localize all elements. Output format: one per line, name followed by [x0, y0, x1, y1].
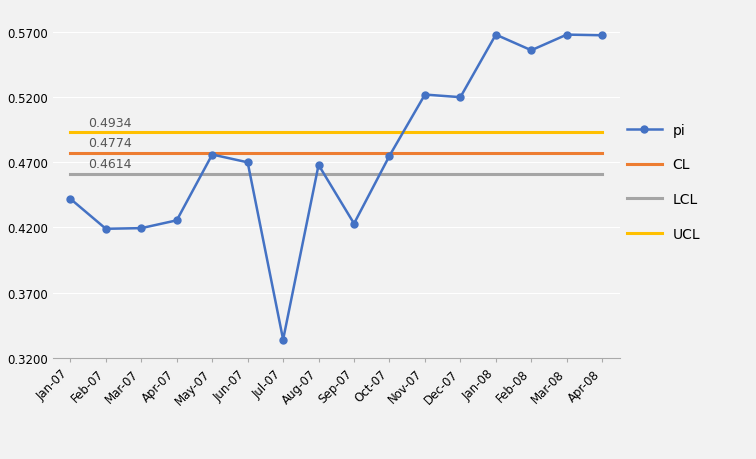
Text: 0.4774: 0.4774 — [88, 137, 132, 150]
CL — [527, 151, 536, 156]
CL — [137, 151, 146, 156]
LCL — [420, 171, 429, 177]
pi — [172, 218, 181, 224]
pi — [208, 152, 217, 158]
pi — [562, 33, 572, 38]
LCL — [101, 171, 110, 177]
UCL — [491, 130, 500, 135]
UCL — [456, 130, 465, 135]
CL — [314, 151, 323, 156]
LCL — [137, 171, 146, 177]
pi — [598, 34, 607, 39]
LCL — [66, 171, 75, 177]
CL — [278, 151, 287, 156]
pi — [243, 160, 253, 166]
UCL — [66, 130, 75, 135]
CL — [562, 151, 572, 156]
CL — [243, 151, 253, 156]
LCL — [208, 171, 217, 177]
UCL — [349, 130, 358, 135]
LCL — [491, 171, 500, 177]
UCL — [598, 130, 607, 135]
Legend: pi, CL, LCL, UCL: pi, CL, LCL, UCL — [627, 123, 700, 241]
CL — [349, 151, 358, 156]
pi — [137, 226, 146, 231]
CL — [491, 151, 500, 156]
CL — [456, 151, 465, 156]
UCL — [137, 130, 146, 135]
pi — [349, 221, 358, 227]
pi — [314, 163, 323, 168]
LCL — [278, 171, 287, 177]
pi — [101, 227, 110, 232]
Text: 0.4614: 0.4614 — [88, 158, 132, 171]
UCL — [101, 130, 110, 135]
LCL — [172, 171, 181, 177]
UCL — [208, 130, 217, 135]
UCL — [172, 130, 181, 135]
UCL — [385, 130, 394, 135]
pi — [420, 93, 429, 98]
UCL — [527, 130, 536, 135]
UCL — [562, 130, 572, 135]
LCL — [527, 171, 536, 177]
Text: 0.4934: 0.4934 — [88, 116, 132, 129]
CL — [172, 151, 181, 156]
UCL — [314, 130, 323, 135]
CL — [598, 151, 607, 156]
pi — [385, 154, 394, 159]
pi — [456, 95, 465, 101]
pi — [66, 196, 75, 202]
LCL — [314, 171, 323, 177]
CL — [420, 151, 429, 156]
UCL — [278, 130, 287, 135]
LCL — [562, 171, 572, 177]
LCL — [385, 171, 394, 177]
Line: pi: pi — [67, 32, 606, 343]
CL — [101, 151, 110, 156]
pi — [278, 337, 287, 342]
CL — [66, 151, 75, 156]
UCL — [243, 130, 253, 135]
pi — [527, 48, 536, 54]
LCL — [598, 171, 607, 177]
UCL — [420, 130, 429, 135]
LCL — [349, 171, 358, 177]
CL — [208, 151, 217, 156]
pi — [491, 33, 500, 38]
LCL — [456, 171, 465, 177]
LCL — [243, 171, 253, 177]
CL — [385, 151, 394, 156]
